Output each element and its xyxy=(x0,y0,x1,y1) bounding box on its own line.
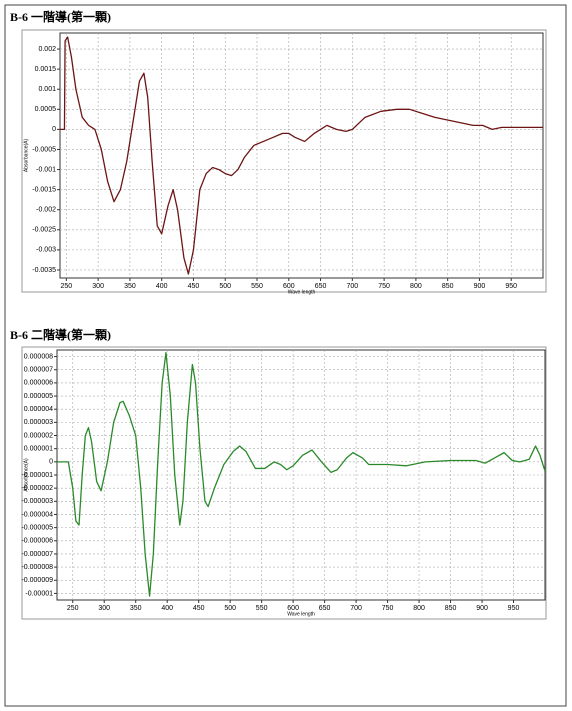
y-tick-label: 0.0015 xyxy=(35,66,57,73)
y-tick-label: 0 xyxy=(49,459,53,466)
y-tick-label: -0.001 xyxy=(36,166,56,173)
y-tick-label: -0.0035 xyxy=(32,267,56,274)
x-tick-label: 300 xyxy=(92,283,104,290)
x-tick-label: 400 xyxy=(161,605,173,612)
page-border xyxy=(4,4,567,707)
x-tick-label: 600 xyxy=(283,283,295,290)
x-tick-label: 700 xyxy=(346,283,358,290)
x-tick-label: 350 xyxy=(124,283,136,290)
y-tick-label: -0.000005 xyxy=(21,524,53,531)
y-tick-label: 0.000007 xyxy=(24,367,53,374)
y-tick-label: 0.0005 xyxy=(35,106,57,113)
y-tick-label: 0.001 xyxy=(38,86,56,93)
y-tick-label: -0.003 xyxy=(36,247,56,254)
y-tick-label: -0.0015 xyxy=(32,186,56,193)
x-tick-label: 650 xyxy=(319,605,331,612)
y-tick-label: -0.0005 xyxy=(32,146,56,153)
y-axis-label: Absorbance(A) xyxy=(23,458,29,492)
y-tick-label: 0.000006 xyxy=(24,380,53,387)
y-tick-label: 0.000004 xyxy=(24,406,53,413)
x-tick-label: 750 xyxy=(382,605,394,612)
x-tick-label: 850 xyxy=(445,605,457,612)
y-tick-label: 0.000001 xyxy=(24,446,53,453)
y-axis-label: Absorbance(A) xyxy=(23,138,29,172)
y-tick-label: 0.000003 xyxy=(24,419,53,426)
x-axis-label: Wave length xyxy=(288,289,316,295)
x-tick-label: 450 xyxy=(188,283,200,290)
x-tick-label: 500 xyxy=(219,283,231,290)
x-tick-label: 900 xyxy=(476,605,488,612)
x-tick-label: 250 xyxy=(67,605,79,612)
section-title: B-6 二階導(第一顆) xyxy=(10,327,111,342)
x-tick-label: 650 xyxy=(315,283,327,290)
y-tick-label: 0.000005 xyxy=(24,393,53,400)
x-tick-label: 750 xyxy=(378,283,390,290)
x-tick-label: 400 xyxy=(156,283,168,290)
x-tick-label: 500 xyxy=(224,605,236,612)
x-tick-label: 550 xyxy=(251,283,263,290)
x-axis-label: Wave length xyxy=(287,611,315,617)
y-tick-label: -0.000007 xyxy=(21,551,53,558)
x-tick-label: 950 xyxy=(505,283,517,290)
x-tick-label: 850 xyxy=(442,283,454,290)
plot-area xyxy=(59,32,544,279)
data-line xyxy=(60,36,543,275)
x-tick-label: 800 xyxy=(410,283,422,290)
y-tick-label: 0.002 xyxy=(38,46,56,53)
y-tick-label: -0.000009 xyxy=(21,577,53,584)
y-tick-label: -0.002 xyxy=(36,207,56,214)
x-tick-label: 300 xyxy=(98,605,110,612)
x-tick-label: 550 xyxy=(256,605,268,612)
y-tick-label: -0.000008 xyxy=(21,564,53,571)
y-tick-label: -0.000001 xyxy=(21,472,53,479)
x-tick-label: 250 xyxy=(61,283,73,290)
y-tick-label: -0.000006 xyxy=(21,538,53,545)
x-tick-label: 800 xyxy=(413,605,425,612)
x-tick-label: 900 xyxy=(474,283,486,290)
x-tick-label: 700 xyxy=(350,605,362,612)
y-tick-label: 0.000002 xyxy=(24,432,53,439)
x-tick-label: 950 xyxy=(508,605,520,612)
y-tick-label: -0.00001 xyxy=(25,590,53,597)
x-tick-label: 600 xyxy=(287,605,299,612)
x-tick-label: 350 xyxy=(130,605,142,612)
section-title: B-6 一階導(第一顆) xyxy=(10,9,111,24)
y-tick-label: -0.0025 xyxy=(32,227,56,234)
data-line xyxy=(57,351,546,597)
y-tick-label: 0.000008 xyxy=(24,353,53,360)
y-tick-label: -0.000003 xyxy=(21,498,53,505)
y-tick-label: 0 xyxy=(52,126,56,133)
x-tick-label: 450 xyxy=(193,605,205,612)
y-tick-label: -0.000004 xyxy=(21,511,53,518)
y-tick-label: -0.000002 xyxy=(21,485,53,492)
